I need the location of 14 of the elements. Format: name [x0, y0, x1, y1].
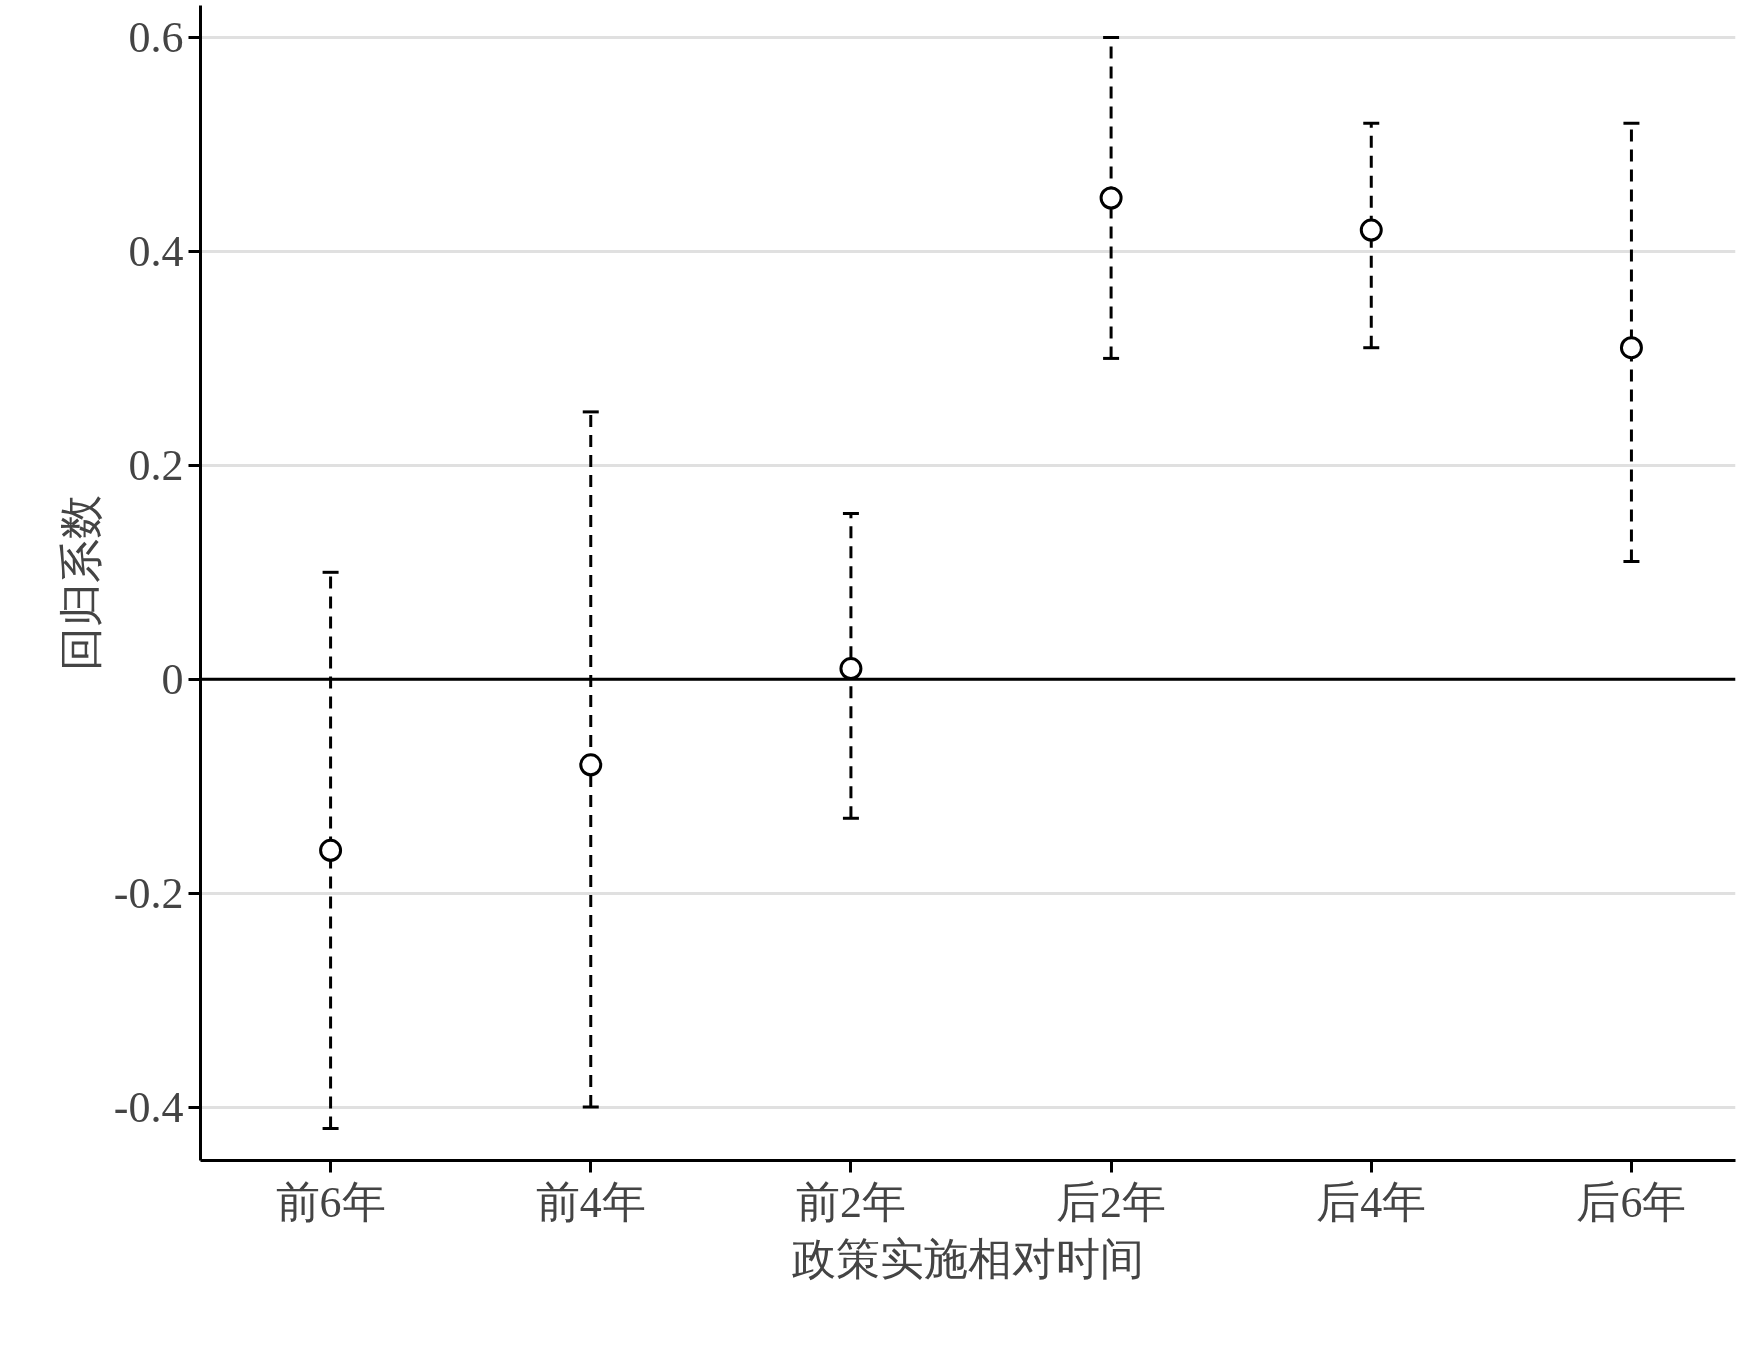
x-tick-label: 前6年	[275, 1177, 386, 1227]
x-tick-label: 前2年	[795, 1177, 906, 1227]
y-tick-label: 0	[161, 654, 184, 704]
y-axis-title: 回归系数	[56, 495, 106, 671]
y-tick-label: 0.6	[128, 13, 184, 63]
x-tick-label: 后2年	[1056, 1177, 1167, 1227]
y-tick-label: 0.4	[128, 226, 184, 276]
x-tick-label: 后4年	[1316, 1177, 1427, 1227]
x-tick-label: 后6年	[1576, 1177, 1687, 1227]
x-axis-title: 政策实施相对时间	[792, 1234, 1144, 1284]
x-tick-label: 前4年	[535, 1177, 646, 1227]
y-tick-label: 0.2	[128, 440, 184, 490]
y-tick-label: -0.4	[113, 1082, 184, 1132]
y-tick-label: -0.2	[113, 868, 184, 918]
